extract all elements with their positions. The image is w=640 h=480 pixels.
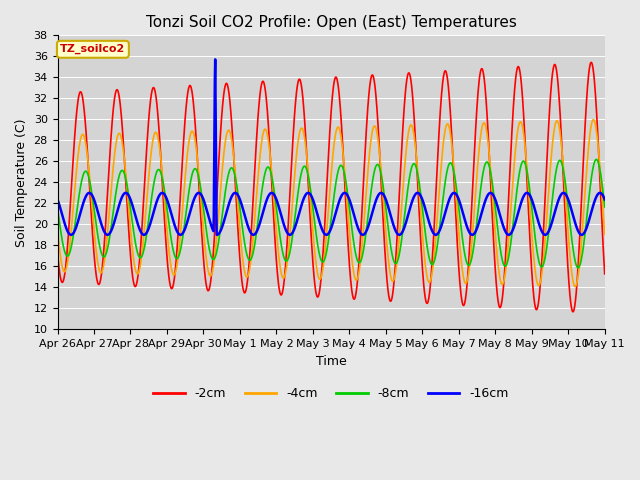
- Legend: -2cm, -4cm, -8cm, -16cm: -2cm, -4cm, -8cm, -16cm: [148, 383, 514, 406]
- X-axis label: Time: Time: [316, 355, 346, 368]
- Text: TZ_soilco2: TZ_soilco2: [60, 44, 125, 54]
- Title: Tonzi Soil CO2 Profile: Open (East) Temperatures: Tonzi Soil CO2 Profile: Open (East) Temp…: [146, 15, 516, 30]
- Y-axis label: Soil Temperature (C): Soil Temperature (C): [15, 118, 28, 247]
